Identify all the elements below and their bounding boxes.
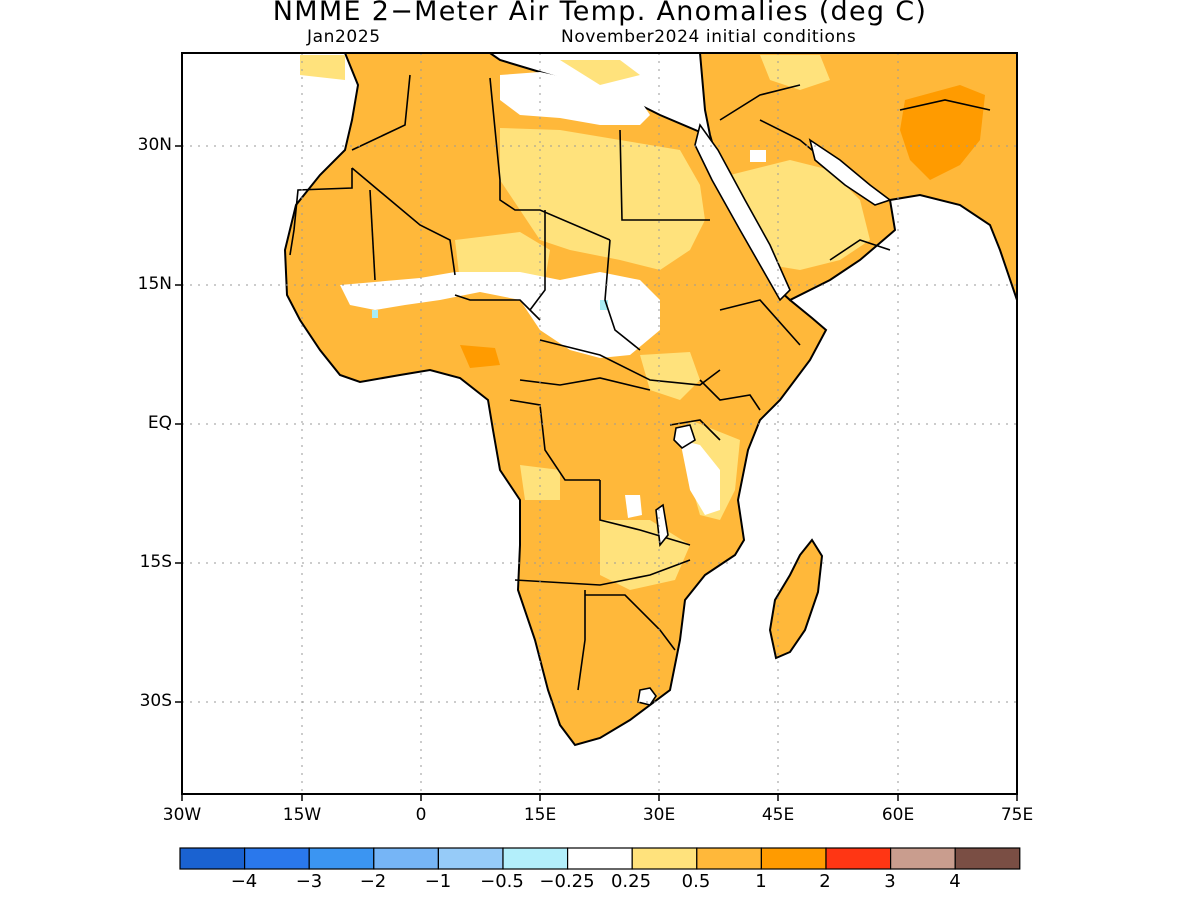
colorbar-swatch <box>179 847 246 870</box>
map-frame <box>181 52 1018 795</box>
tick-marks <box>175 145 1018 801</box>
colorbar-label: 1 <box>755 871 767 892</box>
persian-gulf <box>808 138 892 206</box>
colorbar-label: −4 <box>230 871 258 892</box>
colorbar-label: −2 <box>359 871 387 892</box>
colorbar-swatch <box>502 847 569 870</box>
colorbar-label: 0.5 <box>681 871 711 892</box>
colorbar-swatch <box>566 847 633 870</box>
lon-label-45e: 45E <box>761 805 795 825</box>
lat-label-15s: 15S <box>139 552 172 572</box>
colorbar-swatch <box>825 847 892 870</box>
colorbar-label: −0.25 <box>539 871 595 892</box>
colorbar-label: 2 <box>819 871 831 892</box>
colorbar-swatch <box>954 847 1021 870</box>
colorbar-label: −1 <box>424 871 452 892</box>
cool-pixels <box>372 300 608 318</box>
lat-label-30n: 30N <box>137 135 172 155</box>
colorbar-swatch <box>244 847 310 870</box>
neutral-regions <box>340 72 766 518</box>
colorbar-label: 4 <box>949 871 961 892</box>
lon-label-15w: 15W <box>282 805 322 825</box>
colorbar-swatch <box>631 847 698 870</box>
forecast-month: Jan2025 <box>307 27 381 47</box>
map-title: NMME 2−Meter Air Temp. Anomalies (deg C) <box>272 0 928 27</box>
colorbar-swatch <box>373 847 439 870</box>
colorbar-swatch <box>696 847 762 870</box>
lon-label-30e: 30E <box>642 805 676 825</box>
lon-label-60e: 60E <box>881 805 915 825</box>
lon-label-30w: 30W <box>162 805 202 825</box>
colorbar-label: 0.25 <box>610 871 652 892</box>
red-sea <box>694 123 791 302</box>
colorbar-swatch <box>308 847 375 870</box>
strong-anomaly-regions <box>460 85 985 368</box>
lat-label-eq: EQ <box>147 413 172 433</box>
colorbar <box>179 847 1021 870</box>
colorbar-label: −3 <box>295 871 323 892</box>
initial-conditions: November2024 initial conditions <box>561 27 857 47</box>
colorbar-swatch <box>760 847 827 870</box>
colorbar-swatch <box>889 847 956 870</box>
colorbar-label: −0.5 <box>480 871 524 892</box>
colorbar-label: 3 <box>884 871 896 892</box>
lon-label-75e: 75E <box>1000 805 1034 825</box>
lon-label-0: 0 <box>415 805 427 825</box>
lat-label-30s: 30S <box>139 691 172 711</box>
madagascar <box>768 538 824 660</box>
map-grid <box>182 53 1017 794</box>
anomaly-field <box>283 53 1017 747</box>
lat-label-15n: 15N <box>137 274 172 294</box>
lakes <box>637 424 696 706</box>
colorbar-swatch <box>437 847 504 870</box>
lon-label-15e: 15E <box>523 805 557 825</box>
